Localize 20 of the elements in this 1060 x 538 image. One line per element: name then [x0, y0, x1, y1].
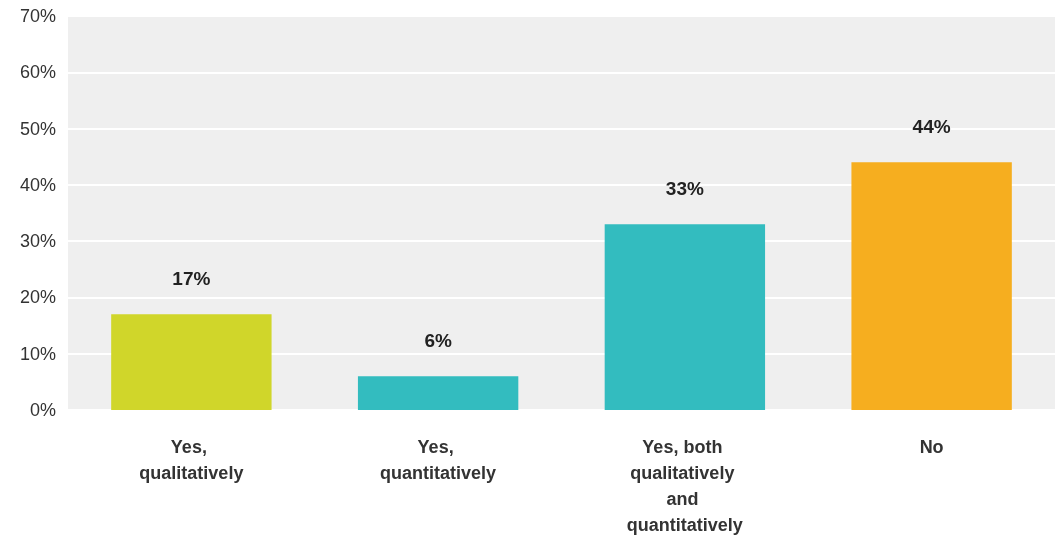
data-label: 44% [912, 116, 951, 138]
x-tick-label: Yes, qualitatively [139, 437, 244, 483]
data-label: 17% [172, 268, 211, 290]
bar [357, 376, 519, 410]
y-tick-label: 50% [19, 118, 56, 139]
y-tick-label: 30% [19, 231, 56, 252]
y-tick-label: 60% [19, 62, 56, 83]
bar [604, 224, 766, 410]
y-tick-label: 10% [19, 343, 56, 364]
x-tick-label: Yes, both qualitatively and quantitatively [626, 437, 743, 535]
bar [851, 162, 1012, 410]
x-tick-label: No [919, 437, 944, 457]
y-tick-label: 40% [19, 174, 56, 195]
y-tick-label: 70% [19, 6, 56, 26]
data-label: 33% [665, 178, 704, 200]
data-label: 6% [424, 330, 452, 352]
y-tick-label: 0% [29, 400, 56, 420]
bar [111, 314, 272, 410]
y-tick-label: 20% [19, 287, 56, 308]
x-tick-label: Yes, quantitatively [380, 437, 497, 483]
